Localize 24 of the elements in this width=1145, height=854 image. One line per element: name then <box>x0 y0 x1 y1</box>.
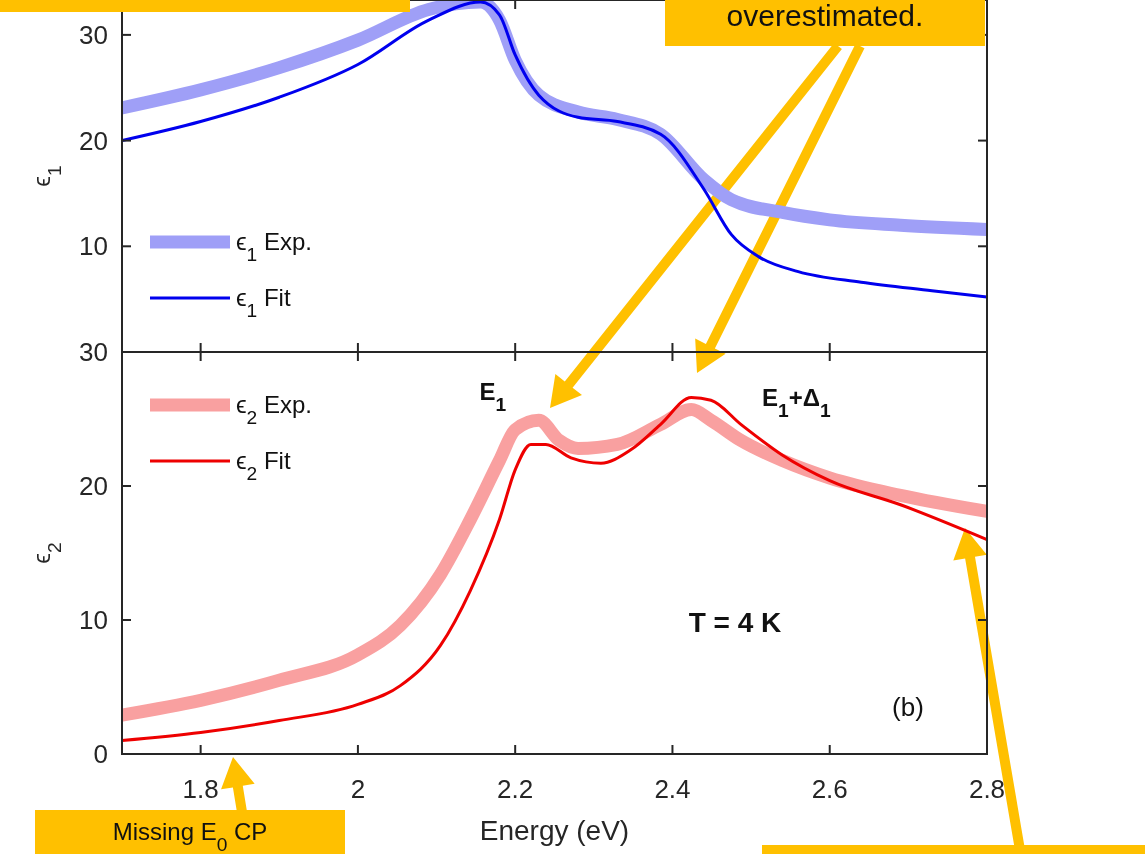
annotation: overestimated. <box>726 0 924 32</box>
legend-label: ϵ$_{2}$ Exp. <box>236 391 312 428</box>
y-tick-label: 30 <box>79 337 108 367</box>
x-tick-label: 2.2 <box>497 774 534 804</box>
annotation: E$_{1}$+Δ$_{1}$ <box>762 383 831 421</box>
annotation: E$_{1}$ <box>479 378 507 415</box>
legend-label: ϵ$_{1}$ Fit <box>236 284 291 321</box>
x-tick-label: 2.4 <box>654 774 691 804</box>
y-tick-label: 0 <box>93 739 108 769</box>
y-tick-label: 20 <box>79 125 108 156</box>
y-tick-label: 30 <box>79 19 108 50</box>
x-tick-label: 2 <box>350 774 366 804</box>
legend-label: ϵ$_{1}$ Exp. <box>236 228 312 265</box>
annotation: (b) <box>892 692 924 722</box>
y-tick-label: 10 <box>79 605 108 635</box>
legend-label: ϵ$_{2}$ Fit <box>236 447 291 484</box>
annotation: T = 4 K <box>688 607 782 638</box>
y-tick-label: 10 <box>79 231 108 262</box>
x-tick-label: 2.6 <box>811 774 848 804</box>
y-tick-label: 20 <box>79 471 108 501</box>
x-tick-label: 1.8 <box>182 774 219 804</box>
x-tick-label: 2.8 <box>968 774 1006 804</box>
x-axis-title: Energy (eV) <box>479 815 630 846</box>
text: Missing E$_{0}$ CP <box>112 818 268 854</box>
